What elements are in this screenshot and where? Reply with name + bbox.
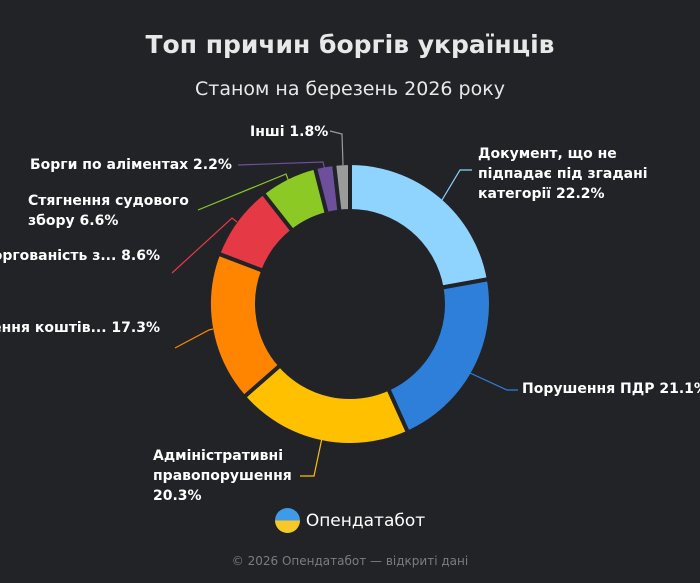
donut-slice[interactable] xyxy=(386,277,493,435)
brand-name: Опендатабот xyxy=(305,510,426,531)
slice-label-line: правопорушення xyxy=(153,468,292,484)
slice-label: Інші 1.8% xyxy=(250,124,328,140)
chart-title: Топ причин боргів українців xyxy=(145,30,555,59)
slice-label: оргованість з... 8.6% xyxy=(0,248,160,264)
leader-line xyxy=(174,328,214,349)
slice-label-line: Стягнення судового xyxy=(28,193,189,209)
slice-label: Порушення ПДР 21.1% xyxy=(522,381,700,397)
slice-label-line: Адміністративні xyxy=(153,448,283,464)
slice-label-line: збору 6.6% xyxy=(28,213,118,229)
brand: Опендатабот xyxy=(0,508,700,533)
slice-label: Документ, що не підпадає під згадані катег… xyxy=(478,146,648,202)
leader-line xyxy=(300,437,323,477)
slice-label-line: підпадає під згадані xyxy=(478,166,648,182)
slice-label-line: категорії 22.2% xyxy=(478,186,605,202)
slice-label-line: Документ, що не xyxy=(478,146,617,162)
slice-label: Борги по аліментах 2.2% xyxy=(30,157,232,173)
leader-line xyxy=(171,217,238,274)
donut-slice[interactable] xyxy=(348,161,491,290)
slice-label: Адміністративні правопорушення 20.3% xyxy=(153,448,292,504)
donut-slice[interactable] xyxy=(207,251,283,400)
leader-line xyxy=(435,169,472,211)
slice-label: ення коштів... 17.3% xyxy=(0,320,160,336)
donut-slice[interactable] xyxy=(332,161,352,214)
chart-subtitle: Станом на березень 2026 року xyxy=(195,78,505,100)
slice-label-line: ення коштів... 17.3% xyxy=(0,320,160,336)
slice-label: Стягнення судового збору 6.6% xyxy=(28,193,189,229)
slice-label-line: Інші 1.8% xyxy=(250,124,328,140)
leader-line xyxy=(469,372,518,391)
leader-line xyxy=(329,130,344,166)
opendatabot-logo-icon xyxy=(274,508,300,533)
slice-label-line: 20.3% xyxy=(153,488,202,504)
slice-label-line: Борги по аліментах 2.2% xyxy=(30,157,232,173)
leader-line xyxy=(237,161,326,171)
footer-copyright: © 2026 Опендатабот — відкриті дані xyxy=(231,554,469,568)
leader-line xyxy=(197,173,290,211)
slice-label-line: Порушення ПДР 21.1% xyxy=(522,381,700,397)
slice-label-line: оргованість з... 8.6% xyxy=(0,248,160,264)
